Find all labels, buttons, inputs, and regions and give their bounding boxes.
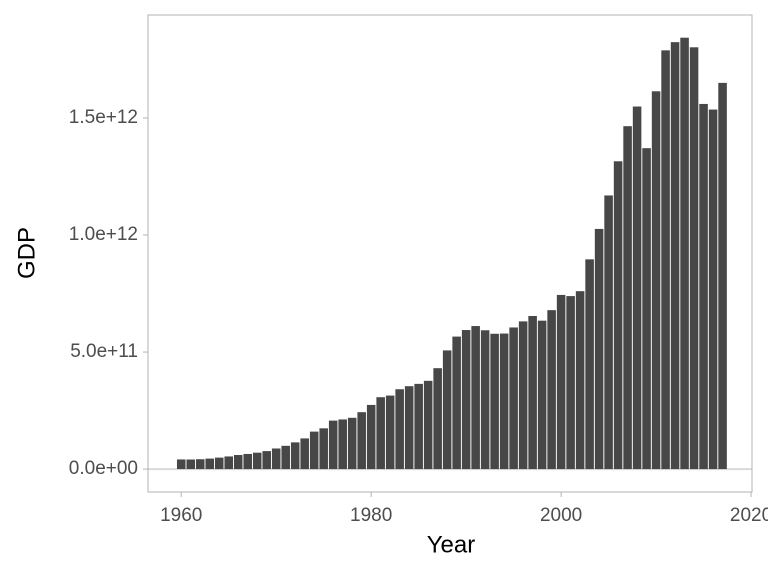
x-axis-title: Year: [427, 531, 476, 558]
bar: [490, 333, 499, 470]
bar: [376, 397, 385, 470]
bar: [708, 109, 718, 470]
bar: [632, 106, 642, 470]
bar: [499, 333, 509, 470]
bar: [300, 438, 309, 470]
bar: [718, 82, 727, 470]
bar: [699, 103, 708, 470]
bar: [395, 389, 404, 470]
bar: [594, 228, 604, 470]
bar: [357, 412, 366, 470]
x-tick-label: 1960: [160, 505, 202, 526]
y-axis-title: GDP: [13, 227, 40, 279]
bar: [338, 419, 347, 470]
y-tick-label: 5.0e+11: [70, 341, 138, 362]
bar: [385, 395, 395, 470]
bar: [613, 161, 623, 470]
bar: [471, 326, 480, 470]
bar: [509, 327, 518, 470]
bar: [661, 50, 670, 470]
bar: [566, 296, 575, 470]
bar: [518, 321, 528, 470]
bar: [290, 442, 300, 470]
bar: [585, 259, 594, 470]
bar: [528, 315, 537, 470]
bar: [556, 294, 566, 470]
bar: [347, 417, 357, 470]
bar: [281, 445, 290, 470]
bar: [309, 431, 319, 470]
bar: [224, 456, 233, 470]
bar: [670, 42, 680, 470]
bar: [461, 330, 471, 470]
bar: [319, 428, 328, 470]
x-tick-label: 2000: [540, 505, 582, 526]
bar: [366, 404, 376, 470]
bar: [623, 126, 632, 470]
y-tick-label: 1.0e+12: [69, 224, 138, 245]
bar: [328, 420, 338, 470]
panel-border: [147, 14, 753, 493]
bar: [186, 459, 196, 470]
bar: [243, 453, 252, 470]
bar: [452, 336, 461, 470]
bar: [195, 459, 205, 470]
bar: [205, 458, 215, 470]
bar: [642, 148, 651, 470]
y-tick-label: 1.5e+12: [69, 107, 138, 128]
bar: [680, 37, 689, 470]
y-tick-label: 0.0e+00: [69, 458, 138, 479]
bar: [414, 383, 423, 470]
bar: [547, 310, 556, 470]
bar: [575, 291, 585, 470]
x-tick-label: 1980: [350, 505, 392, 526]
bar: [433, 368, 442, 470]
bar: [176, 459, 186, 470]
bar: [252, 452, 262, 470]
bar: [404, 386, 414, 470]
bar: [423, 380, 433, 470]
bar: [233, 455, 243, 470]
bar: [271, 448, 281, 470]
bar: [480, 330, 490, 470]
bar: [651, 91, 661, 470]
bar: [689, 47, 699, 470]
bar: [537, 320, 547, 470]
bar: [604, 195, 613, 470]
bar: [262, 451, 271, 470]
x-tick-label: 2020: [730, 505, 768, 526]
bar: [214, 457, 224, 470]
bar: [442, 350, 452, 470]
